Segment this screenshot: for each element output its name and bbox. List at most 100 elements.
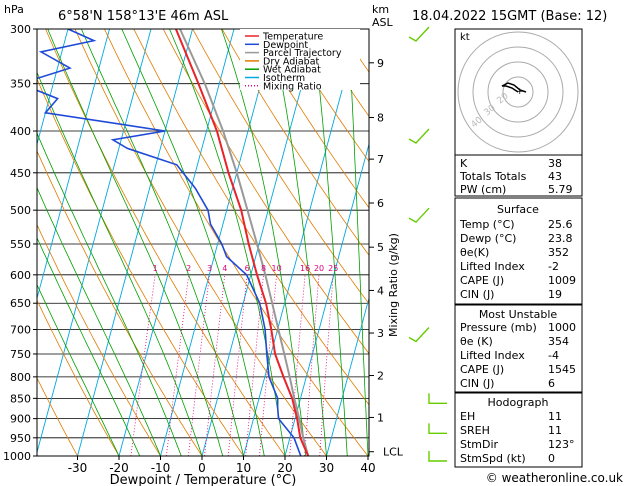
- legend-item-label: Temperature: [262, 32, 323, 43]
- mixing-ratio-labels: 1 2 3 4 6 8 10 16 20 25: [153, 264, 339, 273]
- dry-adiabat-line: [37, 77, 244, 456]
- mixing-ratio-label: 16: [300, 264, 310, 273]
- wind-barb: [408, 26, 430, 42]
- index-label: K: [460, 157, 468, 170]
- mixing-ratio-line: [227, 274, 248, 456]
- index-value: 5.79: [548, 183, 573, 196]
- surface-label: Dewp (°C): [460, 232, 516, 245]
- mixing-ratio-line: [289, 274, 306, 456]
- wet-adiabat-line: [121, 29, 265, 456]
- mu-label: CIN (J): [460, 377, 494, 390]
- isotherm-line: [118, 29, 235, 456]
- index-value: 43: [548, 170, 562, 183]
- mu-value: 6: [548, 377, 555, 390]
- mixing-ratio-label: 25: [328, 264, 338, 273]
- mu-value: -4: [548, 349, 559, 362]
- mixing-ratio-line: [245, 274, 264, 456]
- hodograph-trace: [501, 82, 527, 93]
- isotherm-line: [37, 29, 152, 455]
- temperature-axis: -30 -20 -10 0 10 20 30 40: [68, 456, 376, 475]
- hodograph-ring: [502, 76, 534, 108]
- wind-barb: [408, 207, 430, 224]
- hodograph-ring: [457, 31, 579, 153]
- km-tick-label: 7: [377, 153, 384, 166]
- km-tick-label: 6: [377, 197, 384, 210]
- mixing-ratio-line: [204, 274, 226, 456]
- wet-adiabat-line: [37, 236, 141, 456]
- wet-adiabat-line: [37, 283, 120, 456]
- wind-barb: [428, 423, 447, 435]
- mixing-ratio-axis-title: Mixing Ratio (g/kg): [387, 233, 400, 337]
- pressure-tick-label: 850: [10, 392, 31, 405]
- km-tick-label: 1: [377, 411, 384, 424]
- hodograph-table-frame: [454, 392, 583, 468]
- surface-table: Surface Temp (°C) 25.6 Dewp (°C) 23.8 θe…: [454, 197, 583, 305]
- hodograph: kt 40 30 20 +: [454, 28, 583, 156]
- pressure-tick-label: 300: [10, 23, 31, 36]
- wet-adiabat-line: [37, 132, 182, 456]
- km-unit-label: km: [372, 3, 389, 16]
- legend-background: [240, 29, 360, 90]
- dry-adiabat-line: [37, 299, 120, 456]
- hodo-value: 11: [548, 410, 562, 423]
- hpa-unit-label: hPa: [4, 3, 24, 16]
- dry-adiabat-line: [221, 29, 369, 256]
- wet-adiabat-line: [37, 186, 161, 456]
- mixing-ratio-line: [130, 274, 156, 456]
- isotherm-line: [201, 29, 318, 456]
- km-tick-label: 3: [377, 327, 384, 340]
- temperature-tick-label: 0: [198, 461, 206, 475]
- mixing-ratio-label: 20: [314, 264, 324, 273]
- copyright-label: © weatheronline.co.uk: [486, 471, 623, 485]
- surface-value: 352: [548, 246, 569, 259]
- pressure-tick-label: 700: [10, 324, 31, 337]
- wet-adiabat-line: [47, 29, 224, 456]
- temperature-tick-label: -10: [151, 461, 171, 475]
- hodo-label: SREH: [460, 424, 490, 437]
- surface-label: CAPE (J): [460, 274, 504, 287]
- surface-frame: [454, 197, 583, 305]
- hodograph-ring: [472, 46, 564, 138]
- temperature-tick-label: 30: [319, 461, 334, 475]
- temperature-tick-label: -30: [68, 461, 88, 475]
- surface-label: CIN (J): [460, 288, 494, 301]
- storm-motion-marker: +: [516, 87, 524, 97]
- pressure-tick-label: 650: [10, 297, 31, 310]
- wet-adiabat-line: [37, 71, 203, 456]
- pressure-tick-label: 950: [10, 432, 31, 445]
- km-tick-label: 2: [377, 370, 384, 383]
- hodo-value: 123°: [548, 438, 575, 451]
- mu-label: CAPE (J): [460, 363, 504, 376]
- surface-label: Lifted Index: [460, 260, 525, 273]
- legend-item-label: Wet Adiabat: [263, 65, 321, 76]
- dry-adiabat-line: [37, 377, 78, 456]
- km-tick-label: 9: [377, 57, 384, 70]
- mixing-ratio-line: [188, 274, 210, 456]
- wind-barb: [408, 128, 430, 144]
- mixing-ratio-label: 1: [153, 264, 158, 273]
- x-axis-title: Dewpoint / Temperature (°C): [110, 473, 297, 486]
- mixing-ratio-label: 6: [245, 264, 250, 273]
- legend-item-label: Dry Adiabat: [263, 56, 320, 67]
- surface-value: 25.6: [548, 218, 573, 231]
- asl-unit-label: ASL: [372, 16, 394, 29]
- mixing-ratio-line: [319, 274, 334, 456]
- dry-adiabat-line: [251, 29, 369, 209]
- hodo-value: 0: [548, 452, 555, 465]
- mu-value: 1545: [548, 363, 576, 376]
- mu-label: Lifted Index: [460, 349, 525, 362]
- plot-frame: [36, 28, 370, 457]
- km-tick-label: 4: [377, 284, 384, 297]
- wet-adiabat-line: [312, 29, 348, 456]
- hodo-label: StmDir: [460, 438, 499, 451]
- isotherm-line: [326, 296, 369, 456]
- isotherm-line: [160, 29, 276, 456]
- pressure-tick-label: 600: [10, 269, 31, 282]
- surface-label: θe(K): [460, 246, 489, 259]
- isotherm-line: [243, 29, 359, 456]
- isotherm-line: [77, 29, 193, 456]
- mu-label: θe (K): [460, 335, 493, 348]
- background-lines: [37, 29, 369, 456]
- most-unstable-table: Most Unstable Pressure (mb) 1000 θe (K) …: [454, 304, 583, 393]
- dry-adiabat-line: [37, 150, 203, 456]
